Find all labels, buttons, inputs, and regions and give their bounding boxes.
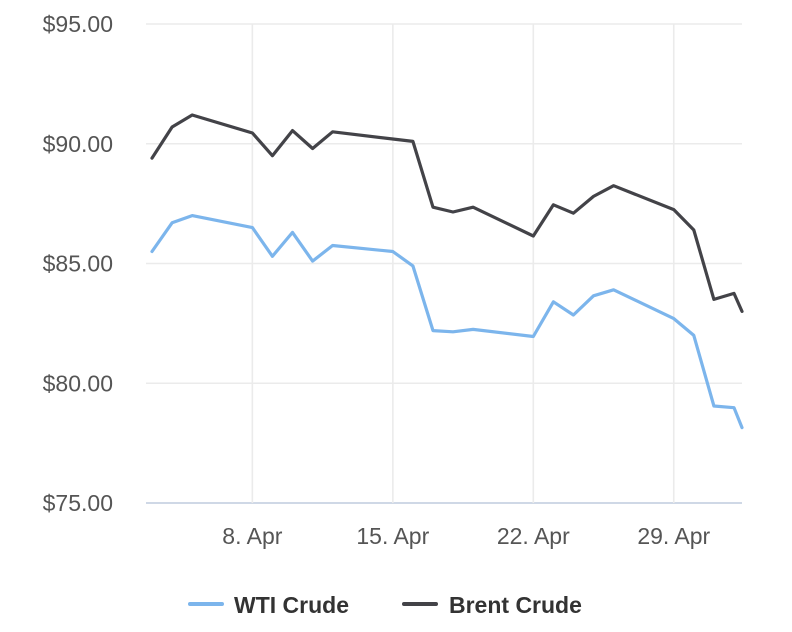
x-tick-label: 8. Apr — [222, 523, 282, 549]
x-axis-ticks: 8. Apr 15. Apr 22. Apr 29. Apr — [222, 523, 710, 549]
y-tick-label: $85.00 — [43, 251, 113, 277]
series-line[interactable] — [150, 214, 744, 430]
legend[interactable]: WTI Crude Brent Crude — [188, 592, 582, 618]
grid-layer — [146, 23, 742, 504]
y-tick-label: $75.00 — [43, 490, 113, 516]
y-tick-label: $95.00 — [43, 11, 113, 37]
legend-item-brent-crude[interactable]: Brent Crude — [402, 592, 582, 618]
x-tick-label: 15. Apr — [356, 523, 429, 549]
y-tick-label: $90.00 — [43, 131, 113, 157]
legend-label: WTI Crude — [234, 592, 349, 618]
legend-label: Brent Crude — [449, 592, 582, 618]
y-axis-ticks: $75.00 $80.00 $85.00 $90.00 $95.00 — [43, 11, 113, 516]
series-wti-crude[interactable] — [150, 214, 744, 430]
series-layer — [150, 113, 744, 430]
y-tick-label: $80.00 — [43, 370, 113, 396]
x-tick-label: 29. Apr — [637, 523, 710, 549]
legend-item-wti-crude[interactable]: WTI Crude — [188, 592, 349, 618]
series-brent-crude[interactable] — [150, 113, 744, 313]
x-tick-label: 22. Apr — [497, 523, 570, 549]
series-line[interactable] — [150, 113, 744, 313]
